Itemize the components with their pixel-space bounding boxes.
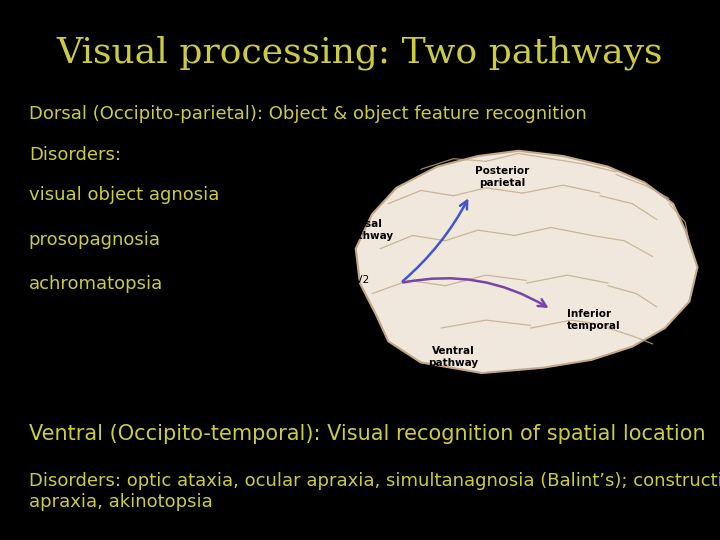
Text: Disorders: optic ataxia, ocular apraxia, simultanagnosia (Balint’s); constructio: Disorders: optic ataxia, ocular apraxia,…	[29, 472, 720, 511]
Text: achromatopsia: achromatopsia	[29, 275, 163, 293]
Text: Inferior
temporal: Inferior temporal	[567, 309, 621, 331]
Text: Posterior
parietal: Posterior parietal	[475, 166, 529, 188]
Text: A: A	[311, 140, 323, 155]
Text: Dorsal (Occipito-parietal): Object & object feature recognition: Dorsal (Occipito-parietal): Object & obj…	[29, 105, 587, 123]
Text: Disorders:: Disorders:	[29, 146, 121, 164]
Text: visual object agnosia: visual object agnosia	[29, 186, 219, 204]
PathPatch shape	[356, 151, 698, 373]
Text: Visual processing: Two pathways: Visual processing: Two pathways	[57, 35, 663, 70]
Text: V1/ V2: V1/ V2	[336, 275, 369, 286]
Text: Dorsal
pathway: Dorsal pathway	[343, 219, 394, 241]
Text: prosopagnosia: prosopagnosia	[29, 231, 161, 248]
Text: Ventral
pathway: Ventral pathway	[428, 346, 479, 368]
Text: Ventral (Occipito-temporal): Visual recognition of spatial location: Ventral (Occipito-temporal): Visual reco…	[29, 424, 706, 444]
